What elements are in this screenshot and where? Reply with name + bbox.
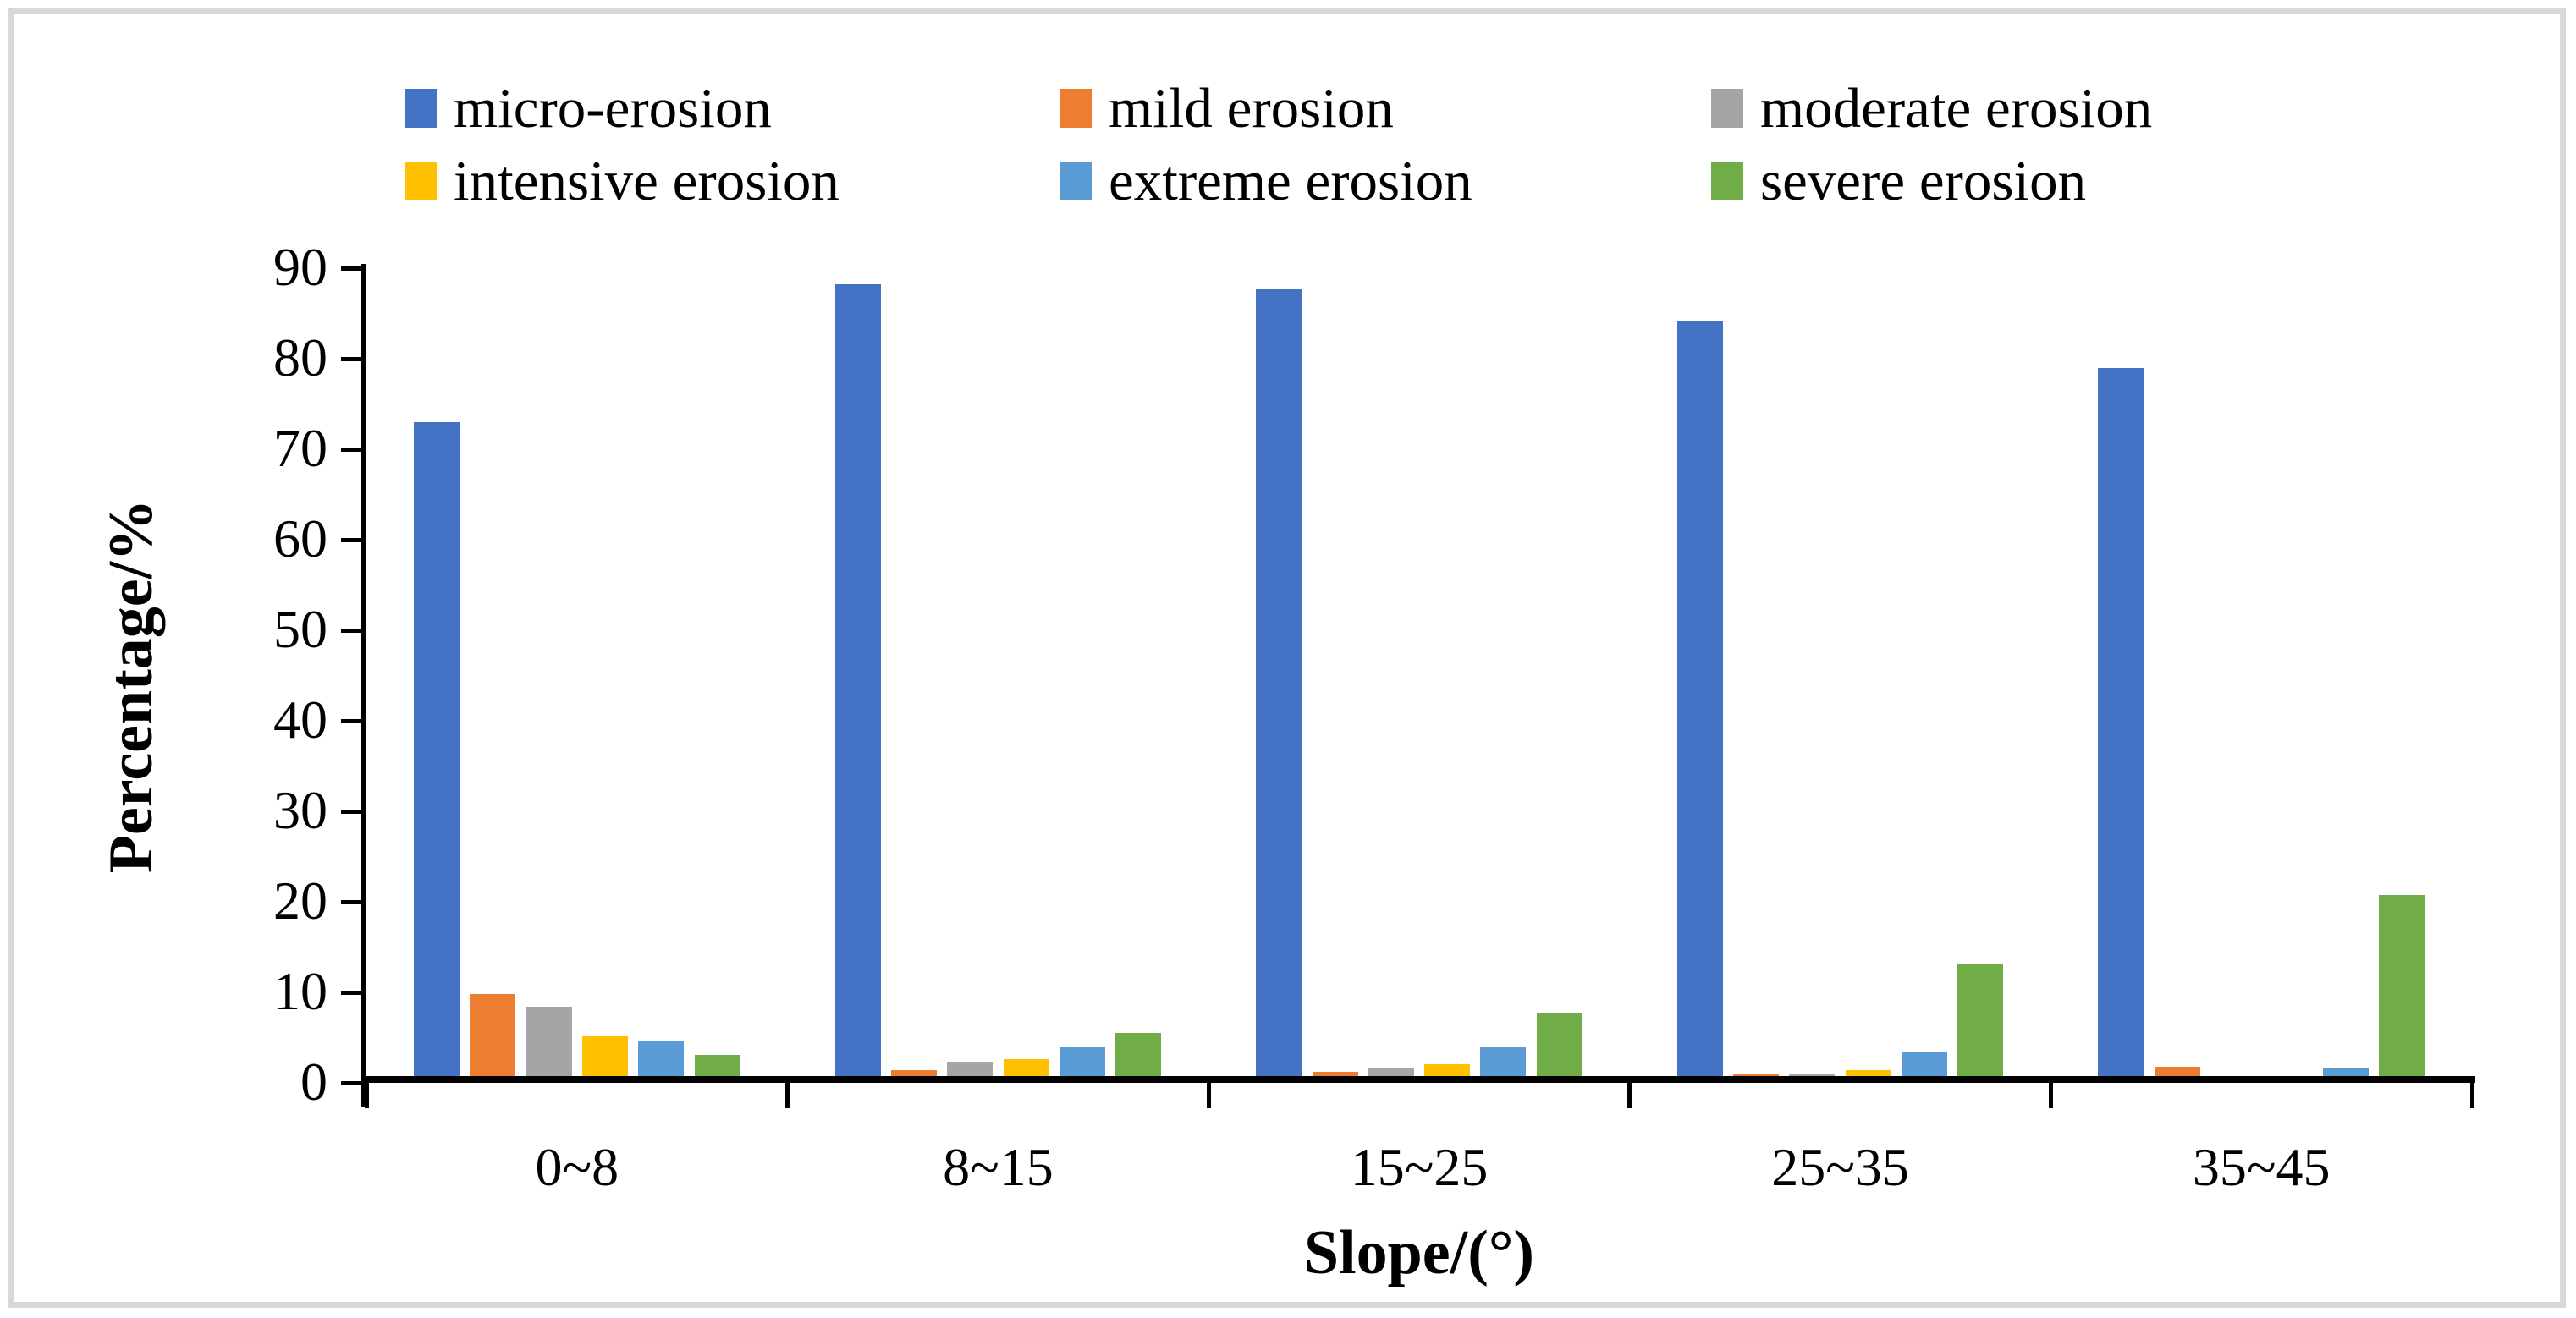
bar-mild-erosion-25~35 xyxy=(1733,1073,1780,1076)
x-tick xyxy=(2048,1083,2053,1108)
x-axis xyxy=(361,1076,2475,1083)
legend-label: extreme erosion xyxy=(1109,150,1472,212)
bar-severe-erosion-0~8 xyxy=(694,1055,740,1076)
bar-intensive-erosion-0~8 xyxy=(581,1035,628,1076)
bar-moderate-erosion-15~25 xyxy=(1368,1068,1414,1076)
y-axis xyxy=(361,264,366,1107)
x-tick-label: 0~8 xyxy=(535,1137,619,1197)
bar-extreme-erosion-15~25 xyxy=(1480,1046,1527,1076)
legend-marker-icon xyxy=(1711,162,1743,200)
legend-item-moderate-erosion: moderate erosion xyxy=(1711,77,2153,140)
y-tick xyxy=(341,356,361,361)
bar-intensive-erosion-8~15 xyxy=(1003,1058,1049,1076)
x-tick xyxy=(2469,1083,2474,1108)
y-tick-label: 30 xyxy=(273,780,328,840)
y-tick xyxy=(341,628,361,633)
y-tick xyxy=(341,266,361,271)
legend-marker-icon xyxy=(1060,89,1092,128)
y-tick xyxy=(341,1080,361,1085)
bar-extreme-erosion-8~15 xyxy=(1059,1046,1105,1076)
y-tick xyxy=(341,718,361,723)
bar-severe-erosion-8~15 xyxy=(1115,1032,1162,1076)
bar-micro-erosion-25~35 xyxy=(1676,320,1723,1076)
legend-item-micro-erosion: micro-erosion xyxy=(405,77,772,140)
x-axis-title: Slope/(°) xyxy=(1303,1218,1535,1288)
legend-label: intensive erosion xyxy=(454,150,839,212)
x-tick xyxy=(1627,1083,1632,1108)
legend-label: micro-erosion xyxy=(454,77,772,140)
bar-moderate-erosion-8~15 xyxy=(947,1061,994,1076)
legend-marker-icon xyxy=(1060,162,1092,200)
y-tick-label: 10 xyxy=(273,961,328,1021)
bar-micro-erosion-0~8 xyxy=(414,422,460,1076)
y-tick-label: 90 xyxy=(273,237,328,297)
bar-mild-erosion-15~25 xyxy=(1312,1071,1358,1076)
y-tick-label: 50 xyxy=(273,599,328,659)
legend-label: moderate erosion xyxy=(1760,77,2153,140)
bar-mild-erosion-8~15 xyxy=(890,1069,937,1076)
bar-intensive-erosion-25~35 xyxy=(1845,1069,1891,1076)
y-tick xyxy=(341,447,361,452)
x-tick xyxy=(1206,1083,1211,1108)
bar-severe-erosion-25~35 xyxy=(1957,964,2004,1076)
legend-marker-icon xyxy=(405,89,437,128)
y-tick xyxy=(341,809,361,814)
x-tick-label: 8~15 xyxy=(943,1137,1054,1197)
x-tick xyxy=(364,1083,369,1108)
bar-micro-erosion-35~45 xyxy=(2098,368,2144,1076)
y-tick xyxy=(341,899,361,904)
legend-label: mild erosion xyxy=(1109,77,1394,140)
legend-label: severe erosion xyxy=(1760,150,2087,212)
y-tick-label: 20 xyxy=(273,870,328,931)
x-tick-label: 15~25 xyxy=(1350,1137,1489,1197)
legend-marker-icon xyxy=(405,162,437,200)
legend-marker-icon xyxy=(1711,89,1743,128)
x-tick-label: 25~35 xyxy=(1771,1137,1909,1197)
y-tick xyxy=(341,537,361,542)
y-axis-title: Percentage/% xyxy=(96,498,166,874)
bar-extreme-erosion-0~8 xyxy=(638,1041,685,1076)
y-tick xyxy=(341,990,361,995)
bar-mild-erosion-0~8 xyxy=(470,993,516,1076)
bar-extreme-erosion-25~35 xyxy=(1902,1052,1948,1076)
y-tick-label: 60 xyxy=(273,508,328,568)
x-tick-label: 35~45 xyxy=(2192,1137,2331,1197)
bar-moderate-erosion-0~8 xyxy=(526,1006,572,1076)
y-tick-label: 0 xyxy=(300,1052,328,1112)
bar-micro-erosion-15~25 xyxy=(1256,289,1302,1076)
legend-item-intensive-erosion: intensive erosion xyxy=(405,150,839,212)
x-tick xyxy=(785,1083,790,1108)
y-tick-label: 40 xyxy=(273,689,328,750)
y-tick-label: 80 xyxy=(273,327,328,387)
y-tick-label: 70 xyxy=(273,418,328,478)
bar-severe-erosion-35~45 xyxy=(2379,895,2425,1076)
bar-intensive-erosion-15~25 xyxy=(1424,1064,1471,1076)
legend-item-mild-erosion: mild erosion xyxy=(1060,77,1394,140)
bar-mild-erosion-35~45 xyxy=(2154,1067,2200,1076)
bar-micro-erosion-8~15 xyxy=(834,283,881,1076)
legend-item-extreme-erosion: extreme erosion xyxy=(1060,150,1472,212)
bar-extreme-erosion-35~45 xyxy=(2322,1068,2369,1076)
bar-severe-erosion-15~25 xyxy=(1536,1013,1582,1076)
legend-item-severe-erosion: severe erosion xyxy=(1711,150,2087,212)
bar-moderate-erosion-25~35 xyxy=(1789,1074,1836,1076)
